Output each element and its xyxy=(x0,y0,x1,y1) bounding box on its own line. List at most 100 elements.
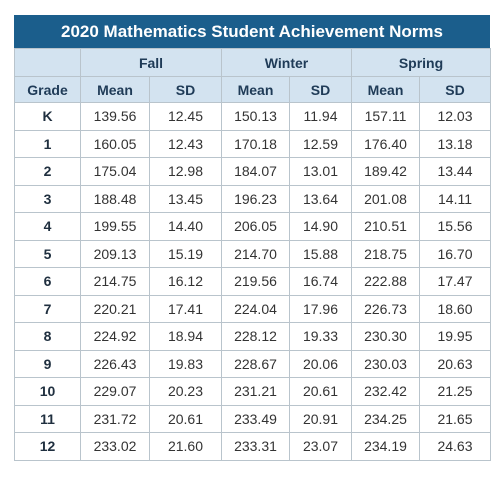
value-cell: 220.21 xyxy=(80,294,150,323)
value-cell: 20.61 xyxy=(289,377,352,406)
value-cell: 14.11 xyxy=(419,184,491,213)
value-cell: 206.05 xyxy=(221,212,290,241)
value-cell: 139.56 xyxy=(80,102,150,131)
value-cell: 12.03 xyxy=(419,102,491,131)
data-row: 8 224.92 18.94 228.12 19.33 230.30 19.95 xyxy=(14,322,491,351)
data-row: 4 199.55 14.40 206.05 14.90 210.51 15.56 xyxy=(14,212,491,241)
value-cell: 20.91 xyxy=(289,404,352,433)
value-cell: 231.72 xyxy=(80,404,150,433)
grade-cell: 5 xyxy=(14,239,81,268)
value-cell: 228.12 xyxy=(221,322,290,351)
value-cell: 13.64 xyxy=(289,184,352,213)
grade-cell: 4 xyxy=(14,212,81,241)
data-row: 1 160.05 12.43 170.18 12.59 176.40 13.18 xyxy=(14,129,491,158)
value-cell: 160.05 xyxy=(80,129,150,158)
value-cell: 176.40 xyxy=(351,129,420,158)
value-cell: 12.98 xyxy=(149,157,222,186)
value-cell: 175.04 xyxy=(80,157,150,186)
value-cell: 20.63 xyxy=(419,349,491,378)
value-cell: 201.08 xyxy=(351,184,420,213)
value-cell: 11.94 xyxy=(289,102,352,131)
value-cell: 224.04 xyxy=(221,294,290,323)
value-cell: 19.83 xyxy=(149,349,222,378)
value-cell: 13.44 xyxy=(419,157,491,186)
column-header: SD xyxy=(149,76,222,103)
value-cell: 234.25 xyxy=(351,404,420,433)
value-cell: 18.60 xyxy=(419,294,491,323)
data-row: 10 229.07 20.23 231.21 20.61 232.42 21.25 xyxy=(14,377,491,406)
value-cell: 15.56 xyxy=(419,212,491,241)
data-row: 11 231.72 20.61 233.49 20.91 234.25 21.65 xyxy=(14,404,491,433)
norms-table: Fall Winter Spring Grade Mean SD Mean SD Mean SD … xyxy=(14,48,491,461)
grade-cell: 11 xyxy=(14,404,81,433)
value-cell: 209.13 xyxy=(80,239,150,268)
value-cell: 170.18 xyxy=(221,129,290,158)
data-row: 5 209.13 15.19 214.70 15.88 218.75 16.70 xyxy=(14,239,491,268)
group-header: Spring xyxy=(351,48,491,77)
value-cell: 14.40 xyxy=(149,212,222,241)
data-row: 6 214.75 16.12 219.56 16.74 222.88 17.47 xyxy=(14,267,491,296)
value-cell: 214.70 xyxy=(221,239,290,268)
value-cell: 21.65 xyxy=(419,404,491,433)
column-header: Mean xyxy=(351,76,420,103)
value-cell: 12.59 xyxy=(289,129,352,158)
value-cell: 228.67 xyxy=(221,349,290,378)
value-cell: 233.49 xyxy=(221,404,290,433)
value-cell: 20.06 xyxy=(289,349,352,378)
group-header-row: Fall Winter Spring xyxy=(14,48,491,77)
value-cell: 157.11 xyxy=(351,102,420,131)
value-cell: 19.95 xyxy=(419,322,491,351)
value-cell: 184.07 xyxy=(221,157,290,186)
value-cell: 19.33 xyxy=(289,322,352,351)
value-cell: 226.43 xyxy=(80,349,150,378)
value-cell: 150.13 xyxy=(221,102,290,131)
grade-cell: 6 xyxy=(14,267,81,296)
value-cell: 218.75 xyxy=(351,239,420,268)
value-cell: 16.12 xyxy=(149,267,222,296)
value-cell: 15.19 xyxy=(149,239,222,268)
value-cell: 20.61 xyxy=(149,404,222,433)
value-cell: 199.55 xyxy=(80,212,150,241)
column-header: SD xyxy=(419,76,491,103)
value-cell: 234.19 xyxy=(351,432,420,461)
value-cell: 219.56 xyxy=(221,267,290,296)
data-row: 7 220.21 17.41 224.04 17.96 226.73 18.60 xyxy=(14,294,491,323)
grade-cell: 12 xyxy=(14,432,81,461)
grade-cell: 10 xyxy=(14,377,81,406)
value-cell: 196.23 xyxy=(221,184,290,213)
value-cell: 14.90 xyxy=(289,212,352,241)
value-cell: 188.48 xyxy=(80,184,150,213)
value-cell: 17.41 xyxy=(149,294,222,323)
data-row: 9 226.43 19.83 228.67 20.06 230.03 20.63 xyxy=(14,349,491,378)
value-cell: 16.74 xyxy=(289,267,352,296)
column-header: SD xyxy=(289,76,352,103)
data-row: K 139.56 12.45 150.13 11.94 157.11 12.03 xyxy=(14,102,491,131)
grade-cell: 3 xyxy=(14,184,81,213)
value-cell: 233.02 xyxy=(80,432,150,461)
value-cell: 20.23 xyxy=(149,377,222,406)
value-cell: 231.21 xyxy=(221,377,290,406)
value-cell: 230.30 xyxy=(351,322,420,351)
value-cell: 13.18 xyxy=(419,129,491,158)
grade-cell: 8 xyxy=(14,322,81,351)
value-cell: 233.31 xyxy=(221,432,290,461)
value-cell: 229.07 xyxy=(80,377,150,406)
value-cell: 16.70 xyxy=(419,239,491,268)
value-cell: 12.43 xyxy=(149,129,222,158)
grade-cell: 2 xyxy=(14,157,81,186)
grade-cell: 7 xyxy=(14,294,81,323)
value-cell: 17.96 xyxy=(289,294,352,323)
column-header: Mean xyxy=(221,76,290,103)
value-cell: 210.51 xyxy=(351,212,420,241)
value-cell: 23.07 xyxy=(289,432,352,461)
value-cell: 24.63 xyxy=(419,432,491,461)
value-cell: 214.75 xyxy=(80,267,150,296)
value-cell: 232.42 xyxy=(351,377,420,406)
column-header-row: Grade Mean SD Mean SD Mean SD xyxy=(14,76,491,103)
value-cell: 230.03 xyxy=(351,349,420,378)
value-cell: 21.25 xyxy=(419,377,491,406)
column-header: Mean xyxy=(80,76,150,103)
grade-cell: K xyxy=(14,102,81,131)
group-header: Fall xyxy=(80,48,222,77)
value-cell: 12.45 xyxy=(149,102,222,131)
